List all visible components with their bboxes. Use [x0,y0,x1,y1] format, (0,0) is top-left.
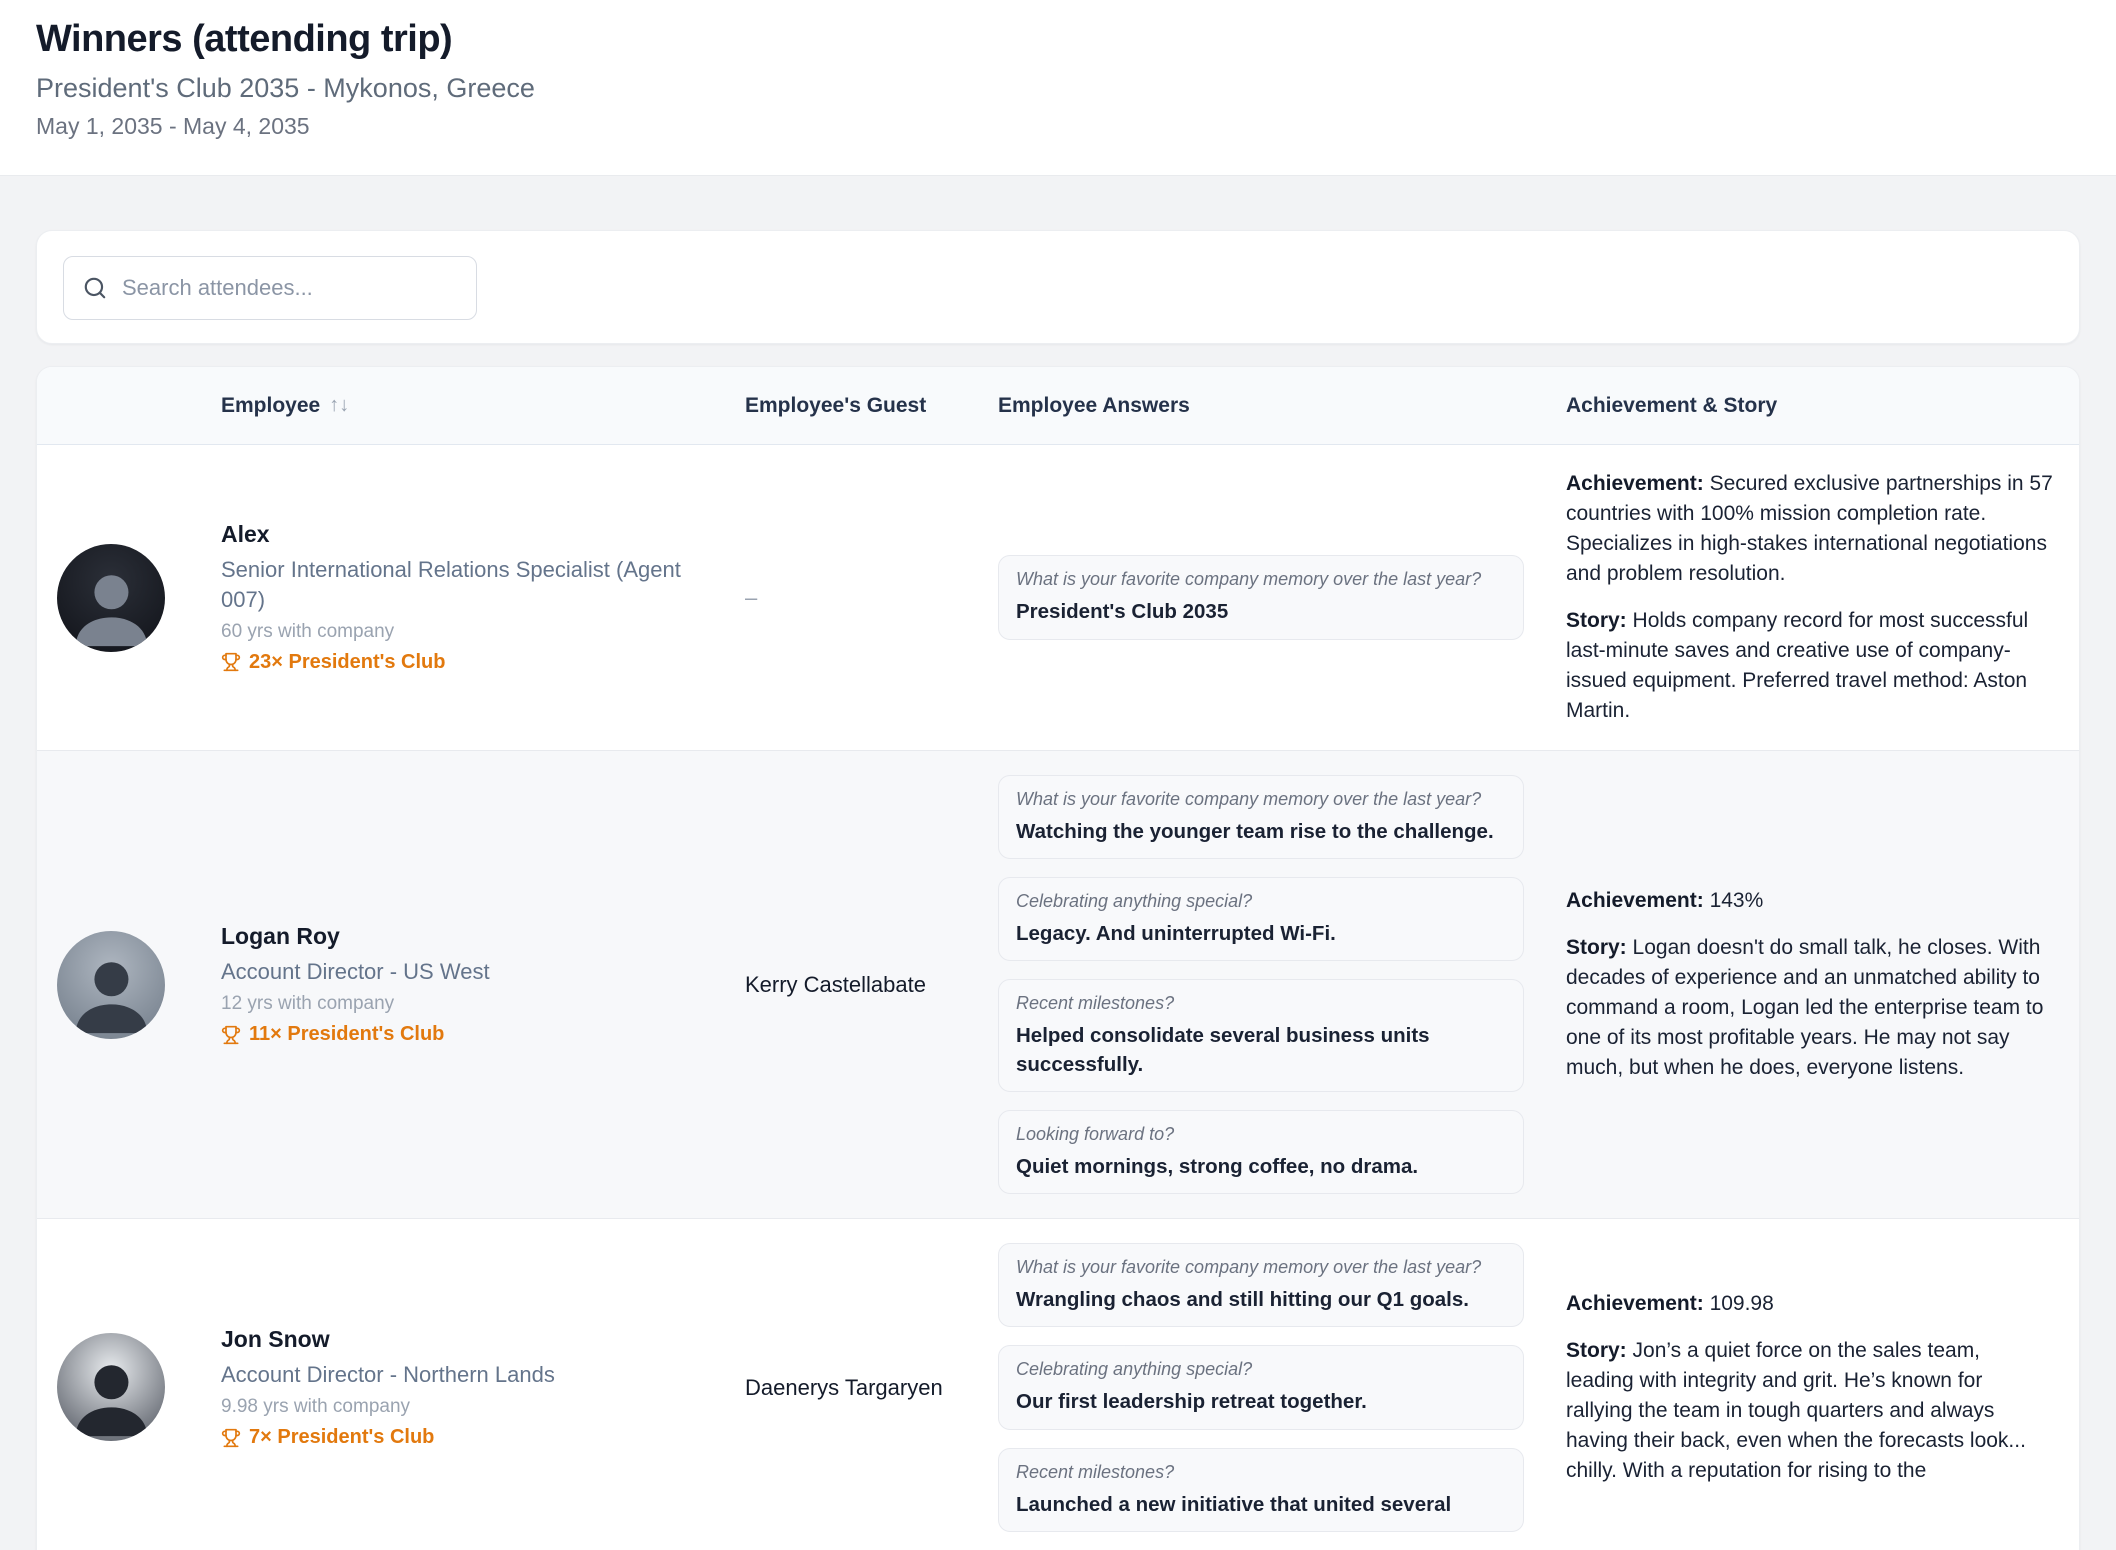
employee-cell: Jon Snow Account Director - Northern Lan… [221,1302,745,1473]
avatar-cell [37,520,221,676]
main-content: Employee ↑↓ Employee's Guest Employee An… [0,176,2116,1550]
answer-text: Watching the younger team rise to the ch… [1016,819,1494,843]
answer-question: What is your favorite company memory ove… [1016,1257,1482,1278]
page-subtitle: President's Club 2035 - Mykonos, Greece [36,73,535,103]
employee-role: Senior International Relations Specialis… [221,557,681,612]
search-box[interactable] [63,256,477,320]
answer-question: Celebrating anything special? [1016,891,1253,912]
answer-text: President's Club 2035 [1016,600,1229,624]
employee-tenure: 9.98 yrs with company [221,1396,411,1417]
column-header-guest: Employee's Guest [745,393,927,417]
answer-box: What is your favorite company memory ove… [998,775,1524,860]
answer-box: Recent milestones? Launched a new initia… [998,1447,1524,1532]
trophy-icon [221,652,241,672]
answer-box: Recent milestones? Helped consolidate se… [998,979,1524,1092]
guest-name: Kerry Castellabate [745,971,926,997]
table-row: Jon Snow Account Director - Northern Lan… [37,1218,2079,1550]
search-icon [84,277,106,299]
page-date-range: May 1, 2035 - May 4, 2035 [36,113,310,139]
answer-question: What is your favorite company memory ove… [1016,569,1482,590]
trophy-icon [221,1428,241,1447]
presidents-club-label: 23× President's Club [249,650,446,673]
answer-question: Recent milestones? [1016,1461,1175,1482]
employee-role: Account Director - US West [221,959,490,985]
table-row: Alex Senior International Relations Spec… [37,445,2079,750]
table-header-row: Employee ↑↓ Employee's Guest Employee An… [37,367,2079,445]
presidents-club-badge: 11× President's Club [221,1023,745,1046]
achievement-text: Achievement: 109.98 [1566,1291,1774,1315]
table-row: Logan Roy Account Director - US West 12 … [37,750,2079,1219]
answer-text: Quiet mornings, strong coffee, no drama. [1016,1154,1419,1178]
answer-question: Looking forward to? [1016,1123,1175,1144]
attendees-table: Employee ↑↓ Employee's Guest Employee An… [36,366,2080,1550]
search-card [36,230,2080,344]
answer-question: Recent milestones? [1016,993,1175,1014]
achievement-story-cell: Achievement: Secured exclusive partnersh… [1546,445,2079,750]
answer-text: Helped consolidate several business unit… [1016,1024,1430,1076]
answer-text: Wrangling chaos and still hitting our Q1… [1016,1288,1469,1312]
avatar-cell [37,1309,221,1465]
answer-box: Celebrating anything special? Legacy. An… [998,877,1524,962]
avatar [57,930,165,1039]
employee-name: Alex [221,521,270,548]
trophy-icon [221,1025,241,1044]
answers-cell: What is your favorite company memory ove… [998,751,1546,1218]
avatar-cell [37,907,221,1063]
answer-text: Launched a new initiative that united se… [1016,1492,1452,1516]
answer-text: Our first leadership retreat together. [1016,1390,1367,1414]
column-header-employee[interactable]: Employee ↑↓ [221,393,350,417]
column-header-achievement: Achievement & Story [1566,393,1778,417]
person-silhouette-icon [75,961,147,1033]
employee-tenure: 60 yrs with company [221,620,395,642]
employee-cell: Alex Senior International Relations Spec… [221,497,745,697]
employee-name: Jon Snow [221,1325,330,1352]
achievement-text: Achievement: Secured exclusive partnersh… [1566,472,2053,585]
employee-role: Account Director - Northern Lands [221,1361,555,1387]
person-silhouette-icon [75,574,147,646]
achievement-story-cell: Achievement: 109.98 Story: Jon’s a quiet… [1546,1265,2079,1510]
guest-name: Daenerys Targaryen [745,1374,943,1400]
story-text: Story: Holds company record for most suc… [1566,609,2029,722]
column-header-answers: Employee Answers [998,393,1190,417]
answer-box: What is your favorite company memory ove… [998,555,1524,640]
answer-question: Celebrating anything special? [1016,1359,1253,1380]
story-text: Story: Jon’s a quiet force on the sales … [1566,1338,2026,1482]
page-header: Winners (attending trip) President's Clu… [0,0,2116,176]
table-body: Alex Senior International Relations Spec… [37,445,2079,1550]
presidents-club-label: 7× President's Club [249,1426,435,1448]
presidents-club-badge: 23× President's Club [221,651,745,674]
employee-name: Logan Roy [221,923,340,950]
avatar [57,1333,165,1442]
answers-cell: What is your favorite company memory ove… [998,531,1546,663]
answer-text: Legacy. And uninterrupted Wi-Fi. [1016,922,1336,946]
sort-icon[interactable]: ↑↓ [329,394,350,416]
answer-question: What is your favorite company memory ove… [1016,789,1482,809]
employee-cell: Logan Roy Account Director - US West 12 … [221,899,745,1070]
employee-tenure: 12 yrs with company [221,993,395,1015]
answer-box: What is your favorite company memory ove… [998,1243,1524,1328]
story-text: Story: Logan doesn't do small talk, he c… [1566,936,2044,1080]
achievement-story-cell: Achievement: 143% Story: Logan doesn't d… [1546,862,2079,1107]
answer-box: Celebrating anything special? Our first … [998,1345,1524,1430]
page-title: Winners (attending trip) [36,18,453,60]
avatar [57,543,165,652]
person-silhouette-icon [75,1364,147,1436]
presidents-club-label: 11× President's Club [249,1023,445,1046]
presidents-club-badge: 7× President's Club [221,1426,745,1449]
search-input[interactable] [122,275,458,301]
answers-cell: What is your favorite company memory ove… [998,1219,1546,1550]
achievement-text: Achievement: 143% [1566,889,1764,913]
answer-box: Looking forward to? Quiet mornings, stro… [998,1109,1524,1195]
guest-name: – [745,584,758,610]
